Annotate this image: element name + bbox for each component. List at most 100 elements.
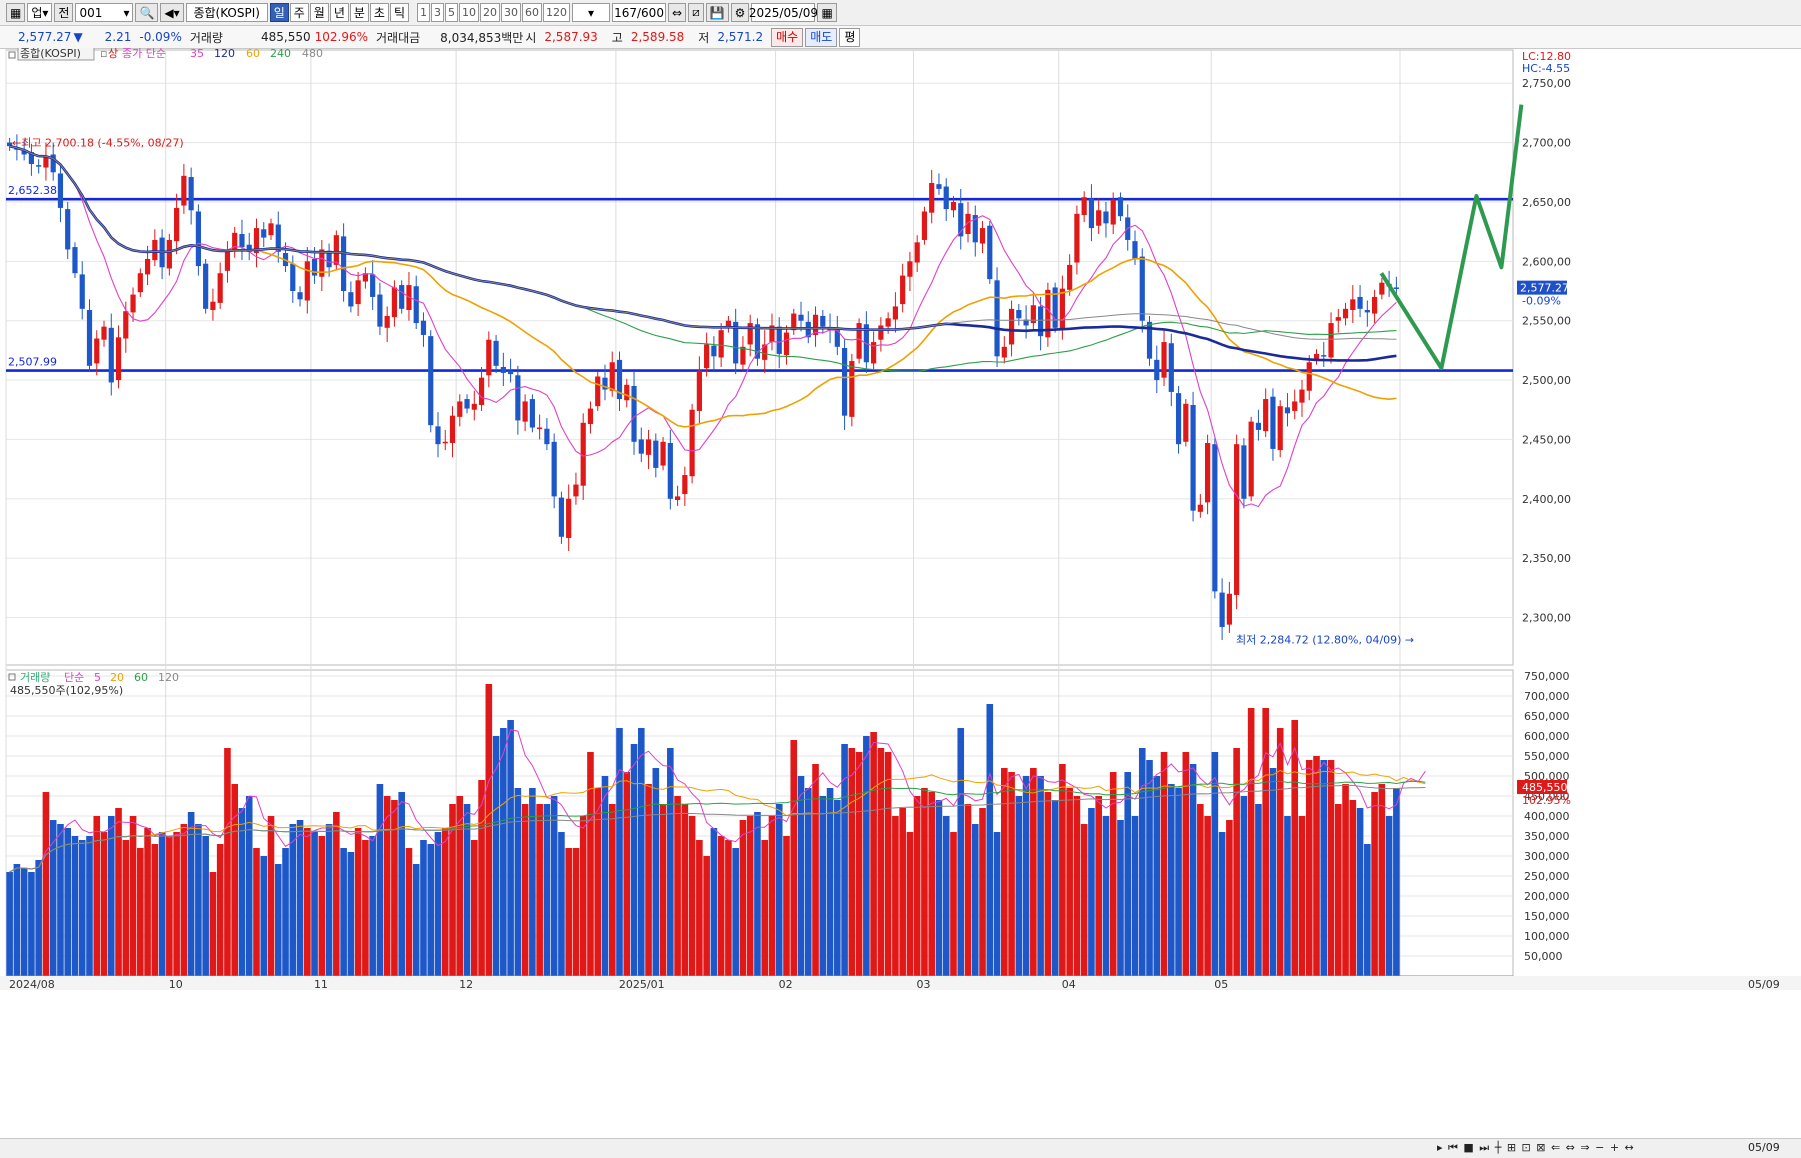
interval-select[interactable]: ▾ [572, 3, 611, 22]
calendar-icon[interactable]: ▦ [817, 3, 837, 22]
candle [1081, 197, 1087, 216]
interval-tab-5[interactable]: 5 [445, 3, 459, 22]
volume-bar [318, 836, 326, 976]
prev-button[interactable]: 전 [54, 3, 74, 22]
navigation-controls[interactable]: ▸ ⏮ ■ ⏭ ┼ ⊞ ⊡ ⊠ ⇐ ⇔ ⇒ − + ↔ [1437, 1141, 1635, 1154]
volume-bar [1001, 768, 1008, 976]
volume-bar [1080, 824, 1088, 976]
volume-bar [122, 840, 130, 976]
period-tab-5[interactable]: 초 [369, 3, 389, 22]
volume-bar [35, 860, 42, 976]
candle [1038, 306, 1044, 337]
candle [1292, 401, 1298, 411]
volume-label: 거래량 [189, 30, 223, 45]
volume-bar [899, 808, 906, 976]
volume-bar [333, 812, 340, 976]
volume-bar [819, 796, 827, 976]
buy-button[interactable]: 매수 [771, 27, 804, 47]
volume-bar [1197, 804, 1204, 976]
volume-bar [1022, 776, 1030, 976]
grid-icon[interactable]: ▦ [6, 3, 26, 22]
interval-tab-1[interactable]: 1 [417, 3, 431, 22]
candle [660, 441, 666, 466]
volume-bar [478, 780, 485, 976]
legend-name: 종합(KOSPI) [20, 48, 81, 60]
candle [950, 201, 957, 211]
volume-bar [1342, 784, 1349, 976]
price-info-row: 2,577.27 ▼ 2.21 -0.09% 거래량 485,550 102.9… [0, 26, 1801, 49]
index-name-field: 종합(KOSPI) [185, 3, 268, 22]
volume-bar [834, 800, 841, 976]
candle [1154, 359, 1160, 381]
avg-button[interactable]: 평 [839, 27, 861, 47]
period-tab-1[interactable]: 주 [289, 3, 309, 22]
volume-bar [1240, 796, 1248, 976]
candle [1168, 343, 1174, 392]
candle [1117, 197, 1124, 217]
price-axis-label: 2,550,00 [1522, 315, 1571, 328]
candle [224, 249, 231, 271]
speaker-icon[interactable]: ◀▾ [160, 3, 184, 22]
x-tick-label: 02 [779, 978, 793, 991]
volume-bar [1030, 768, 1037, 976]
volume-bar [870, 732, 877, 976]
period-tab-4[interactable]: 분 [349, 3, 369, 22]
price-ma-line [9, 145, 1397, 340]
candle [1335, 317, 1341, 321]
volume-axis-label: 350,000 [1524, 830, 1570, 843]
volume-bar [950, 832, 957, 976]
period-tab-0[interactable]: 일 [269, 3, 289, 22]
interval-tab-3[interactable]: 3 [431, 3, 445, 22]
volume-legend-ma-label: 단순 [64, 671, 84, 684]
date-field[interactable]: 2025/05/09 [749, 3, 818, 22]
code-input[interactable]: 001 ▾ [75, 3, 134, 22]
candle [377, 294, 383, 327]
settings-icon[interactable]: ⚙ [730, 3, 750, 22]
candle [812, 314, 819, 335]
volume-bar [340, 848, 347, 976]
candle [1132, 241, 1138, 259]
volume-bar [500, 728, 507, 976]
count-field[interactable]: 167/600 [612, 3, 667, 22]
candle [740, 346, 746, 365]
volume-bar [441, 828, 449, 976]
candle [1030, 305, 1036, 324]
volume-bar [1044, 792, 1052, 976]
save-icon[interactable]: 💾 [705, 3, 729, 22]
sell-button[interactable]: 매도 [805, 27, 838, 47]
volume-bar [1233, 748, 1240, 976]
volume-bar [841, 744, 848, 976]
period-tab-6[interactable]: 틱 [389, 3, 410, 22]
volume-axis-label: 750,000 [1524, 670, 1570, 683]
volume-axis-label: 250,000 [1524, 870, 1570, 883]
open-value: 2,587.93 [544, 30, 598, 44]
volume-bar [231, 784, 239, 976]
volume-bar [754, 812, 761, 976]
interval-tab-120[interactable]: 120 [543, 3, 571, 22]
search-icon[interactable]: 🔍 [135, 3, 159, 22]
kospi-chart[interactable]: 2,750,00 2,700,00 2,650,00 2,600,00 2,550,00… [0, 48, 1801, 1138]
interval-tab-20[interactable]: 20 [480, 3, 501, 22]
amount-value: 8,034,853백만 [440, 30, 524, 45]
volume-bar [49, 820, 57, 976]
interval-tab-10[interactable]: 10 [459, 3, 480, 22]
volume-bar [1378, 784, 1386, 976]
candle [1161, 342, 1167, 378]
candle [849, 361, 855, 417]
market-select[interactable]: 업 ▾ [27, 3, 53, 22]
candle [21, 150, 27, 155]
interval-tab-30[interactable]: 30 [501, 3, 522, 22]
zoom-icon[interactable]: ⇔ [668, 3, 687, 22]
interval-tab-60[interactable]: 60 [522, 3, 543, 22]
split-icon[interactable]: ⧄ [688, 3, 704, 22]
volume-moving-averages [9, 729, 1426, 873]
x-axis-band [0, 976, 1801, 990]
volume-bar [1189, 764, 1197, 976]
volume-bar [129, 816, 137, 976]
volume-legend-period-120: 120 [158, 671, 179, 684]
volume-bar [1269, 768, 1277, 976]
volume-bar [369, 836, 376, 976]
period-tab-2[interactable]: 월 [309, 3, 329, 22]
volume-bar [1385, 816, 1393, 976]
period-tab-3[interactable]: 년 [329, 3, 349, 22]
